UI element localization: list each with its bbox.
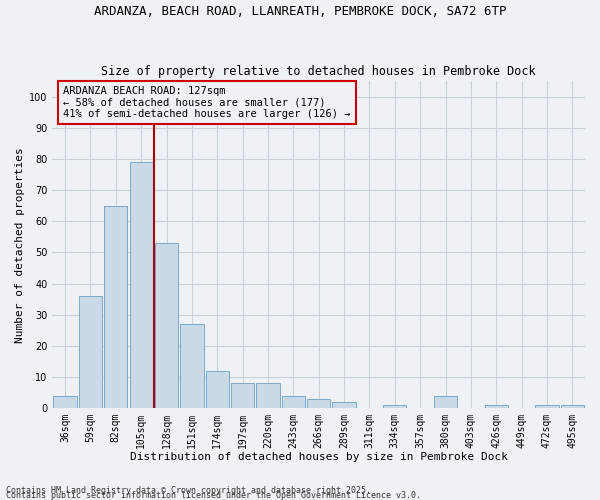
Bar: [332, 402, 356, 408]
Bar: [485, 405, 508, 408]
Bar: [434, 396, 457, 408]
Bar: [206, 371, 229, 408]
Bar: [180, 324, 203, 408]
Bar: [281, 396, 305, 408]
Title: Size of property relative to detached houses in Pembroke Dock: Size of property relative to detached ho…: [101, 66, 536, 78]
Bar: [130, 162, 153, 408]
Bar: [231, 384, 254, 408]
Bar: [104, 206, 127, 408]
Bar: [535, 405, 559, 408]
Bar: [307, 399, 331, 408]
Bar: [53, 396, 77, 408]
Bar: [383, 405, 406, 408]
X-axis label: Distribution of detached houses by size in Pembroke Dock: Distribution of detached houses by size …: [130, 452, 508, 462]
Bar: [560, 405, 584, 408]
Bar: [79, 296, 102, 408]
Text: Contains public sector information licensed under the Open Government Licence v3: Contains public sector information licen…: [6, 490, 421, 500]
Y-axis label: Number of detached properties: Number of detached properties: [15, 147, 25, 342]
Text: Contains HM Land Registry data © Crown copyright and database right 2025.: Contains HM Land Registry data © Crown c…: [6, 486, 371, 495]
Text: ARDANZA BEACH ROAD: 127sqm
← 58% of detached houses are smaller (177)
41% of sem: ARDANZA BEACH ROAD: 127sqm ← 58% of deta…: [63, 86, 350, 119]
Bar: [155, 243, 178, 408]
Text: ARDANZA, BEACH ROAD, LLANREATH, PEMBROKE DOCK, SA72 6TP: ARDANZA, BEACH ROAD, LLANREATH, PEMBROKE…: [94, 5, 506, 18]
Bar: [256, 384, 280, 408]
